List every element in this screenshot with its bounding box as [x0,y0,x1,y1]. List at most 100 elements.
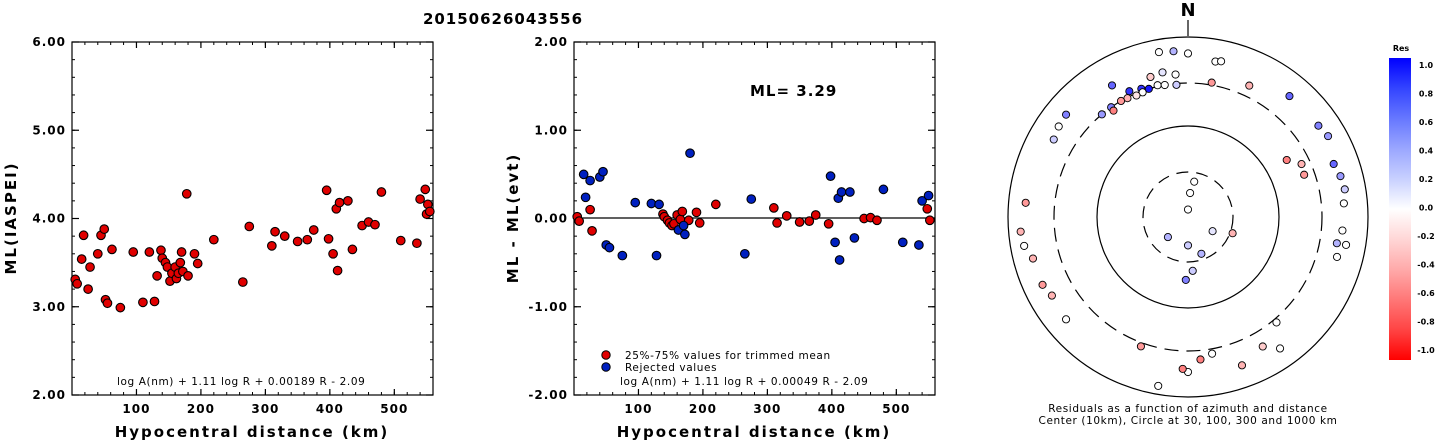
data-point [804,216,815,226]
station-point [1228,229,1237,238]
data-point [308,225,319,235]
data-point [585,204,595,215]
station-point [1054,122,1063,131]
data-point [810,210,821,220]
station-point [1188,266,1197,275]
station-point [1038,280,1047,289]
data-point [685,148,695,159]
ml-annotation: ML= 3.29 [750,82,837,100]
station-point [1160,80,1169,90]
station-point [1208,227,1217,236]
data-point [138,297,148,308]
station-point [1332,239,1341,248]
caption-line-2: Center (10km), Circle at 30, 100, 300 an… [1039,415,1338,427]
data-point [420,184,431,195]
station-point [1171,70,1180,79]
station-point [1125,87,1134,96]
data-point [924,215,935,226]
y-tick-label: 1.00 [534,123,568,137]
y-tick-label: 6.00 [32,35,66,49]
data-point [176,247,187,257]
data-point [710,199,721,210]
data-point [152,271,162,281]
x-axis-label: Hypocentral distance (km) [617,423,892,441]
data-point [370,219,380,230]
data-point [768,203,779,213]
station-point [1107,81,1117,90]
colorbar-tick-label: -0.4 [1417,261,1435,270]
legend-label-trimmed: 25%-75% values for trimmed mean [625,350,831,362]
x-tick-label: 500 [380,402,408,416]
station-point [1183,49,1193,58]
y-tick-label: 2.00 [534,35,568,49]
data-point [585,175,595,186]
data-point [244,221,255,232]
station-point [1341,240,1351,249]
station-point [1332,252,1342,261]
plot-frame [71,41,434,396]
legend-marker-rejected [601,362,611,372]
data-point [836,187,847,197]
station-point [1314,121,1323,130]
ring-300km [1053,82,1323,352]
ml-vs-distance-panel: 100 200 300 400 500 2.00 3.00 4.00 5.00 6.00 log … [2,35,435,441]
data-point [266,241,277,251]
x-tick-label: 400 [316,402,344,416]
data-point [574,216,585,226]
station-point [1153,81,1162,90]
station-point [1285,92,1294,101]
data-point [823,218,834,229]
data-point [830,237,840,248]
data-point [395,235,406,246]
data-point [691,207,702,218]
y-axis-label: ML - ML(evt) [504,153,522,283]
station-point [1339,199,1348,208]
data-point [680,229,690,240]
data-point [78,230,89,241]
station-point [1154,381,1163,390]
data-point [849,233,860,243]
colorbar-tick-label: 1.0 [1419,61,1434,70]
data-point [677,206,688,217]
data-point [156,245,166,256]
station-point [1338,226,1347,235]
data-point [654,199,664,210]
data-point [922,203,933,214]
formula-label: log A(nm) + 1.11 log R + 0.00189 R - 2.0… [117,376,365,388]
x-tick-label: 300 [251,402,279,416]
station-point [1136,342,1145,351]
station-point [1196,355,1205,364]
data-point [604,242,615,253]
data-point [917,196,927,206]
data-point [739,248,750,259]
data-point [897,237,908,248]
x-tick-label: 200 [187,402,215,416]
y-tick-label: -1.00 [528,300,568,314]
station-point [1158,68,1167,77]
station-point [1272,318,1281,327]
y-axis-label: ML(IASPEI) [2,161,20,274]
station-point [1275,344,1285,353]
station-point [1208,349,1217,358]
data-point [580,192,591,203]
y-tick-label: 3.00 [32,300,66,314]
station-point [1021,198,1030,207]
station-point [1297,160,1306,169]
y-tick-label: 2.00 [32,388,66,402]
station-point [1282,155,1291,165]
data-point [834,255,845,265]
station-point [1172,80,1181,89]
station-point [1237,361,1247,370]
data-point [343,196,353,206]
data-point [128,247,139,257]
station-point [1186,188,1195,198]
station-point [1181,275,1190,284]
station-point [1169,47,1178,56]
data-point [923,190,934,201]
station-point [1340,185,1349,194]
x-axis-label: Hypocentral distance (km) [115,423,390,441]
data-point [181,188,192,199]
station-point [1329,159,1338,169]
data-point [578,169,589,180]
